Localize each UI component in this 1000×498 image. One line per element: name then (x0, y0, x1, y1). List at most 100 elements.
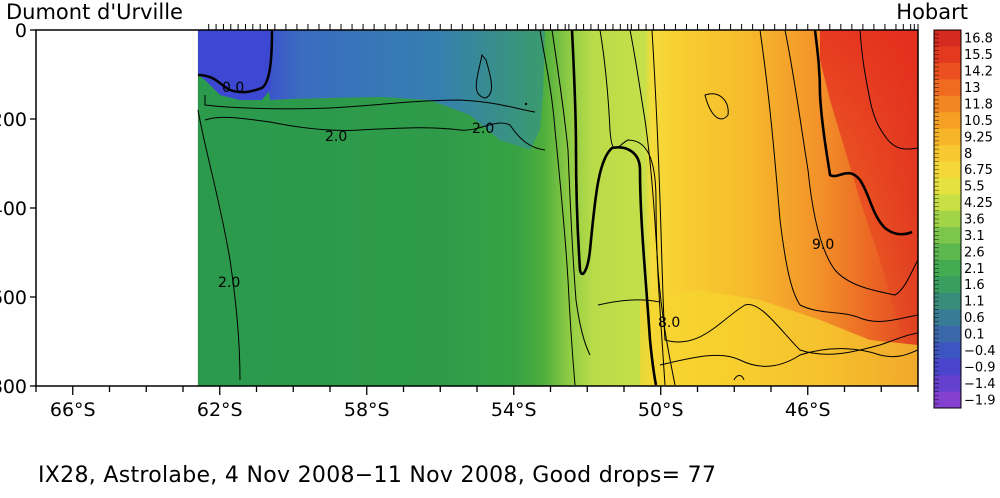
contour-deep-1 (597, 299, 661, 306)
colorbar-label-18: 0.1 (964, 328, 985, 343)
y-tick-label-3: 600 (0, 287, 27, 309)
colorbar-label-7: 8 (964, 147, 972, 162)
contour-front-3 (599, 29, 666, 386)
contour-0 (197, 29, 274, 94)
colorbar-label-5: 10.5 (964, 114, 993, 129)
colorbar-frame (933, 29, 962, 409)
contour-9-loop (704, 93, 729, 120)
contour-dot (524, 102, 528, 106)
contour-label-8: 8.0 (658, 315, 680, 331)
contour-front-2 (551, 29, 591, 356)
contour-label-2c: 2.0 (218, 275, 240, 291)
colorbar-label-14: 2.1 (964, 262, 985, 277)
colorbar-swatch-3 (934, 79, 961, 97)
y-tick-label-1: 200 (0, 109, 27, 131)
colorbar-swatch-16 (934, 292, 961, 310)
x-tick-label-4: 50°S (638, 399, 684, 421)
coldest-core (198, 30, 272, 100)
x-tick-label-5: 46°S (785, 399, 831, 421)
right-endpoint-label: Hobart (896, 0, 968, 24)
cruise-caption: IX28, Astrolabe, 4 Nov 2008−11 Nov 2008,… (38, 463, 716, 488)
temperature-field (197, 29, 919, 387)
colorbar-swatch-10 (934, 194, 961, 212)
y-tick-label-4: 800 (0, 376, 27, 398)
x-axis-ticks: 66°S 62°S 58°S 54°S 50°S 46°S (35, 386, 919, 421)
contour-label-0: 0.0 (222, 80, 244, 96)
contour-2-upper (204, 95, 536, 113)
contour-label-2b: 2.0 (472, 121, 494, 137)
colorbar-swatch-18 (934, 325, 961, 343)
colorbar-swatch-13 (934, 243, 961, 261)
colorbar-swatch-14 (934, 260, 961, 278)
colorbar-label-10: 4.25 (964, 196, 993, 211)
contour-front-1 (539, 29, 576, 386)
colorbar-swatch-1 (934, 46, 961, 64)
warm-core (820, 30, 918, 380)
contour-deep-loop (733, 375, 745, 381)
colorbar-label-3: 13 (964, 81, 981, 96)
colorbar-label-19: −0.4 (964, 344, 996, 359)
colorbar-label-8: 6.75 (964, 163, 993, 178)
colorbar-swatch-2 (934, 62, 961, 80)
colorbar-swatch-7 (934, 145, 961, 162)
colorbar-label-13: 2.6 (964, 245, 985, 260)
contour-12 (859, 29, 919, 150)
colorbar-swatch-4 (934, 95, 961, 113)
contour-label-9: 9.0 (812, 237, 834, 253)
x-tick-label-0: 66°S (50, 399, 96, 421)
colorbar-label-0: 16.8 (964, 32, 993, 47)
cold-surface-layer (198, 30, 545, 150)
colorbar-label-11: 3.6 (964, 213, 985, 228)
colorbar-label-2: 14.2 (964, 65, 993, 80)
axes: 66°S 62°S 58°S 54°S 50°S 46°S 0 200 400 600 800 (0, 20, 919, 421)
colorbar-label-15: 1.6 (964, 278, 985, 293)
colorbar-swatch-12 (934, 227, 961, 245)
contour-bold-10 (813, 29, 913, 236)
colorbar-swatch-11 (934, 210, 961, 228)
colorbar-swatch-5 (934, 112, 961, 130)
y-axis-ticks: 0 200 400 600 800 (0, 20, 36, 398)
contour-8 (651, 29, 919, 355)
colorbar-swatch-22 (934, 391, 961, 409)
colorbar-swatch-0 (934, 30, 961, 47)
contour-labels: 0.0 2.0 2.0 2.0 9.0 8.0 (218, 80, 834, 331)
contour-2-ring (475, 53, 492, 99)
colorbar-swatch-8 (934, 161, 961, 179)
colorbar-swatch-6 (934, 128, 961, 146)
contour-2-lower (204, 116, 546, 151)
contour-9 (759, 29, 919, 322)
colorbar-label-16: 1.1 (964, 295, 985, 310)
colorbar-label-1: 15.5 (964, 48, 993, 63)
colorbar-swatch-21 (934, 375, 961, 393)
x-tick-label-2: 58°S (344, 399, 390, 421)
contour-front-bold (570, 29, 658, 386)
colorbar-swatch-17 (934, 309, 961, 327)
contour-10 (784, 29, 919, 296)
left-endpoint-label: Dumont d'Urville (6, 0, 183, 24)
x-tick-label-3: 54°S (491, 399, 537, 421)
x-tick-label-1: 62°S (197, 399, 243, 421)
colorbar-label-21: −1.4 (964, 377, 996, 392)
colorbar-label-20: −0.9 (964, 360, 996, 375)
colorbar-label-12: 3.1 (964, 229, 985, 244)
contour-label-2a: 2.0 (325, 129, 347, 145)
colorbar-swatch-19 (934, 342, 961, 360)
y-tick-label-2: 400 (0, 198, 27, 220)
colorbar-label-4: 11.8 (964, 97, 993, 112)
colorbar-label-9: 5.5 (964, 180, 985, 195)
colorbar-label-6: 9.25 (964, 130, 993, 145)
colorbar-swatch-20 (934, 358, 961, 376)
drop-markers (208, 24, 919, 30)
contour-front-4 (629, 29, 676, 386)
colorbar-label-22: −1.9 (964, 393, 996, 408)
colorbar-swatch-9 (934, 177, 961, 195)
y-tick-label-0: 0 (15, 20, 27, 42)
colorbar-label-17: 0.6 (964, 311, 985, 326)
contour-2-west (197, 109, 241, 381)
deep-yellow-band (640, 290, 918, 386)
contour-deep-2 (659, 348, 919, 367)
isotherm-contours (197, 29, 919, 386)
